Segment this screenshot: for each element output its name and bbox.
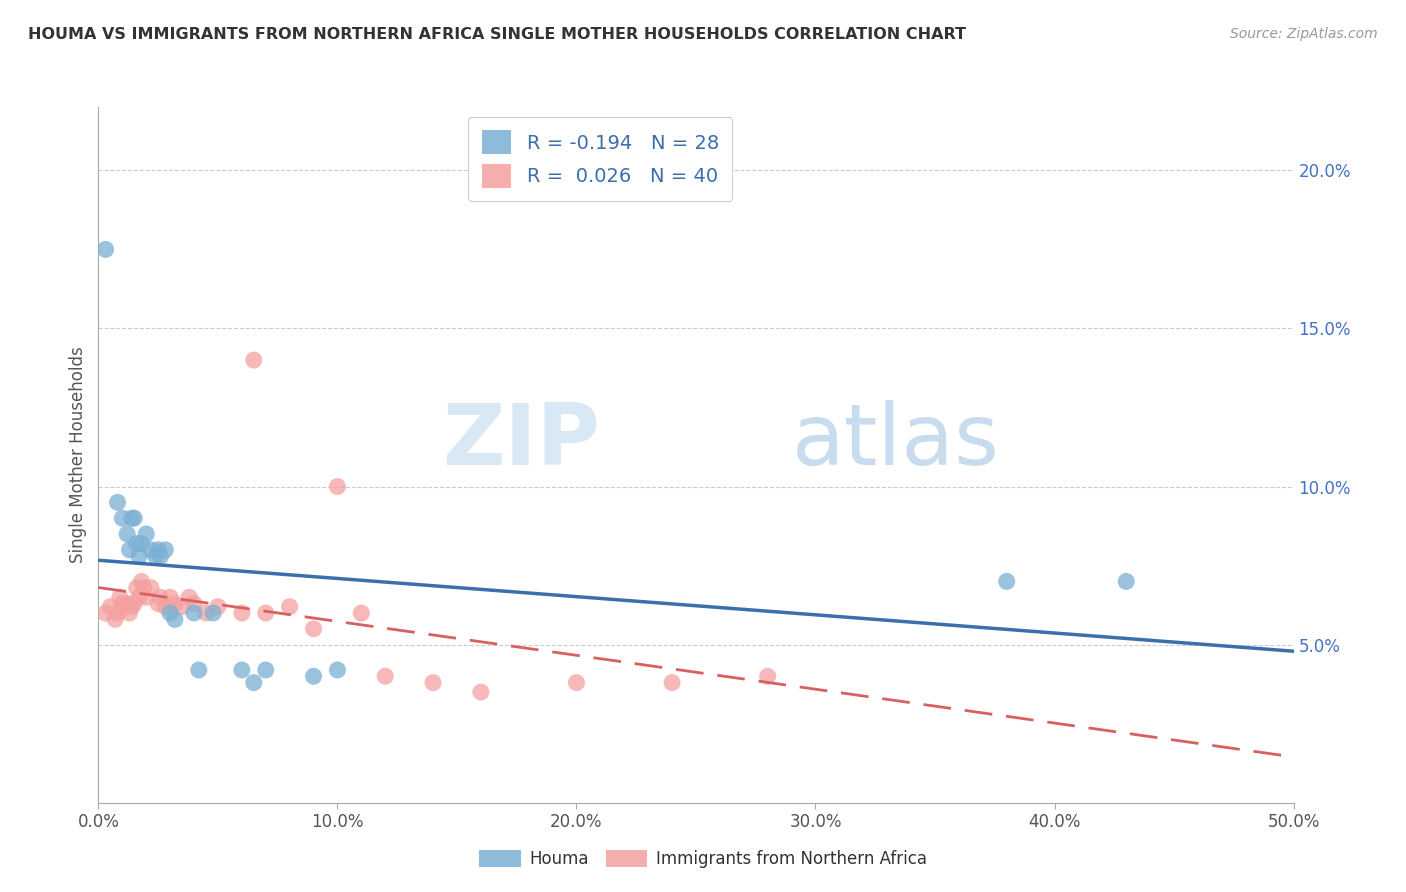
Point (231, 663, 253, 677)
Point (159, 591, 181, 605)
Point (131, 574, 153, 589)
Point (104, 612, 127, 626)
Point (148, 542, 170, 557)
Point (128, 549, 150, 563)
Point (254, 663, 277, 677)
Point (183, 606, 205, 620)
Point (139, 542, 162, 557)
Point (107, 495, 129, 509)
Point (202, 606, 225, 620)
Point (135, 591, 157, 605)
Point (470, 685, 492, 699)
Point (148, 597, 170, 611)
Point (326, 663, 349, 677)
Point (125, 536, 148, 550)
Point (661, 675, 683, 690)
Point (124, 511, 146, 525)
Point (128, 591, 150, 605)
Point (115, 527, 138, 541)
Point (194, 606, 218, 620)
Point (1115, 574, 1137, 589)
Point (94, 243, 117, 257)
Point (111, 511, 134, 525)
Point (995, 574, 1018, 589)
Point (111, 597, 134, 611)
Text: HOUMA VS IMMIGRANTS FROM NORTHERN AFRICA SINGLE MOTHER HOUSEHOLDS CORRELATION CH: HOUMA VS IMMIGRANTS FROM NORTHERN AFRICA… (28, 27, 966, 42)
Point (278, 599, 301, 614)
Point (139, 581, 162, 595)
Point (149, 591, 172, 605)
Point (207, 599, 229, 614)
Point (124, 597, 146, 611)
Point (121, 511, 143, 525)
Point (115, 597, 138, 611)
Point (756, 669, 779, 683)
Point (132, 581, 155, 595)
Point (118, 542, 141, 557)
Text: Source: ZipAtlas.com: Source: ZipAtlas.com (1230, 27, 1378, 41)
Point (231, 606, 253, 620)
Point (159, 606, 181, 620)
Point (107, 606, 129, 620)
Point (108, 591, 131, 605)
Point (149, 549, 172, 563)
Point (145, 549, 167, 563)
Text: atlas: atlas (792, 400, 1000, 483)
Point (163, 597, 186, 611)
Point (163, 612, 186, 626)
Point (302, 669, 325, 683)
Point (565, 675, 588, 690)
Point (422, 675, 444, 690)
Point (187, 663, 209, 677)
Point (118, 606, 141, 620)
Point (326, 479, 349, 493)
Legend: R = -0.194   N = 28, R =  0.026   N = 40: R = -0.194 N = 28, R = 0.026 N = 40 (468, 117, 733, 202)
Point (243, 353, 266, 368)
Point (172, 599, 194, 614)
Point (125, 581, 148, 595)
Text: ZIP: ZIP (443, 400, 600, 483)
Point (135, 527, 157, 541)
Legend: Houma, Immigrants from Northern Africa: Houma, Immigrants from Northern Africa (472, 843, 934, 875)
Point (179, 591, 201, 605)
Point (183, 597, 205, 611)
Point (243, 675, 266, 690)
Y-axis label: Single Mother Households: Single Mother Households (69, 347, 87, 563)
Point (98, 599, 122, 614)
Point (155, 599, 177, 614)
Point (114, 599, 136, 614)
Point (302, 622, 325, 636)
Point (374, 669, 396, 683)
Point (254, 606, 277, 620)
Point (121, 599, 143, 614)
Point (94, 606, 117, 620)
Point (350, 606, 373, 620)
Point (155, 542, 177, 557)
Point (131, 536, 153, 550)
